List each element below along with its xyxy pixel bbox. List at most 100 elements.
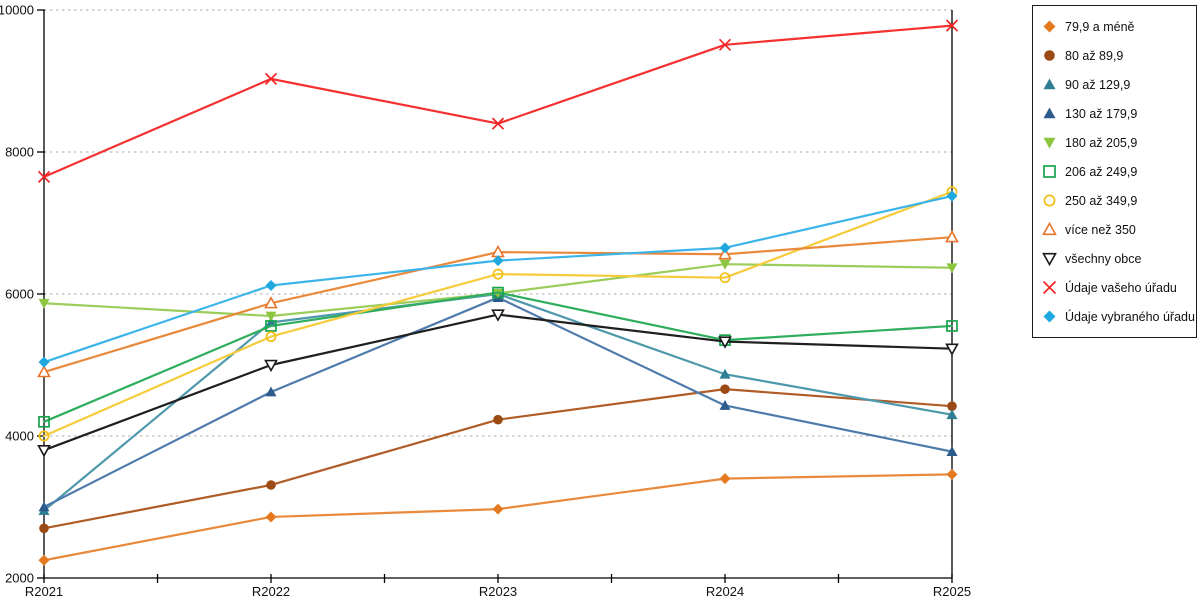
series-line — [42, 24, 954, 178]
series-3 — [38, 288, 958, 515]
series-marker-diamond — [946, 190, 958, 202]
series-marker-triangle-down — [1043, 137, 1056, 149]
series-marker-circle-open — [38, 430, 50, 442]
series-marker-diamond — [946, 468, 958, 480]
legend-item-label: 206 až 249,9 — [1065, 164, 1138, 179]
legend-marker-icon — [1044, 50, 1055, 61]
series-marker-triangle-up — [1043, 107, 1056, 119]
legend-marker-icon — [1043, 78, 1056, 90]
legend-item-label: 79,9 a méně — [1065, 19, 1135, 34]
series-line — [42, 473, 954, 562]
legend-item: 206 až 249,9 — [1042, 157, 1190, 186]
series-marker-triangle-up — [265, 386, 277, 397]
series-marker-triangle-down-open — [37, 444, 51, 458]
series-marker-triangle-down — [946, 263, 958, 274]
x-axis-label: R2021 — [25, 584, 63, 599]
series-marker-x — [491, 117, 505, 130]
series-marker-square-open — [38, 415, 50, 428]
series-marker-triangle-up — [38, 501, 50, 512]
legend-item: všechny obce — [1042, 244, 1190, 273]
series-marker-diamond — [492, 255, 504, 267]
legend-item: Údaje vašeho úřadu — [1042, 273, 1190, 302]
series-marker-triangle-up-open — [1042, 222, 1057, 236]
series-8 — [37, 230, 959, 378]
series-marker-diamond — [265, 511, 277, 523]
series-marker-diamond — [265, 279, 277, 291]
legend-marker-icon — [1042, 280, 1057, 295]
legend-marker-icon — [1043, 20, 1056, 33]
x-axis-label: R2022 — [252, 584, 290, 599]
series-marker-triangle-down-open — [718, 336, 732, 349]
series-marker-triangle-down-open — [264, 359, 278, 373]
series-marker-diamond — [38, 356, 50, 368]
series-marker-diamond — [492, 503, 504, 515]
series-marker-circle — [266, 480, 276, 490]
series-marker-triangle-up — [719, 368, 731, 379]
x-axis-label: R2024 — [706, 584, 744, 599]
series-marker-square-open — [492, 286, 504, 299]
series-marker-diamond — [719, 473, 731, 485]
legend-marker-icon — [1042, 222, 1057, 236]
series-marker-triangle-down — [719, 259, 731, 270]
series-marker-triangle-up-open — [718, 247, 732, 260]
series-marker-circle-open — [265, 331, 277, 343]
series-marker-circle — [720, 384, 730, 394]
legend-item: 250 až 349,9 — [1042, 186, 1190, 215]
series-marker-triangle-down-open — [1042, 252, 1057, 266]
gridlines — [44, 9, 952, 437]
series-line — [42, 291, 954, 423]
series-marker-diamond — [38, 554, 50, 566]
legend-item-label: 180 až 205,9 — [1065, 135, 1138, 150]
series-line — [42, 292, 954, 512]
series-marker-diamond — [1043, 20, 1056, 33]
series-marker-triangle-up-open — [264, 296, 278, 309]
legend-item: 80 až 89,9 — [1042, 41, 1190, 70]
series-marker-x — [945, 19, 959, 32]
series-marker-triangle-up-open — [945, 230, 959, 243]
legend-item: 90 až 129,9 — [1042, 70, 1190, 99]
series-marker-triangle-up — [946, 446, 958, 457]
series-marker-triangle-down-open — [491, 309, 505, 322]
y-axis-label: 4000 — [5, 429, 34, 444]
series-marker-triangle-up — [265, 316, 277, 327]
series-marker-circle-open — [719, 272, 731, 284]
series-9 — [37, 309, 959, 458]
legend-item-label: více než 350 — [1065, 222, 1136, 237]
series-11 — [38, 190, 958, 368]
legend-item: 180 až 205,9 — [1042, 128, 1190, 157]
y-axis-label: 6000 — [5, 287, 34, 302]
series-2 — [39, 384, 957, 534]
series-marker-x — [264, 72, 278, 85]
series-1 — [38, 468, 958, 566]
series-marker-diamond — [719, 242, 731, 254]
axes: 2000 4000 6000 8000 10000 R2021 R2022 R2023 R202… — [0, 3, 971, 600]
legend-item-label: 90 až 129,9 — [1065, 77, 1131, 92]
legend-item-label: 130 až 179,9 — [1065, 106, 1138, 121]
chart-legend: 79,9 a méně 80 až 89,9 90 až 129,9 130 a… — [1032, 5, 1197, 338]
series-line — [42, 296, 954, 509]
legend-item: 79,9 a méně — [1042, 12, 1190, 41]
legend-item: Údaje vybraného úřadu — [1042, 302, 1195, 331]
series-marker-x — [1042, 280, 1057, 295]
y-axis-label: 8000 — [5, 145, 34, 160]
series-marker-triangle-up-open — [37, 364, 51, 378]
series-marker-circle — [493, 414, 503, 425]
series-marker-square-open — [1043, 165, 1056, 178]
series-6 — [38, 286, 958, 428]
series-marker-triangle-up — [719, 399, 731, 410]
series-marker-triangle-up — [946, 409, 958, 420]
legend-marker-icon — [1043, 194, 1056, 207]
series-marker-triangle-down — [492, 288, 504, 299]
series-marker-circle-open — [1043, 194, 1056, 207]
series-marker-triangle-down — [38, 298, 50, 309]
series-10 — [37, 19, 959, 183]
legend-item: více než 350 — [1042, 215, 1190, 244]
legend-marker-icon — [1042, 252, 1057, 266]
legend-item-label: Údaje vybraného úřadu — [1065, 309, 1195, 324]
series-marker-x — [37, 170, 51, 183]
series-marker-circle-open — [492, 268, 504, 280]
series-marker-triangle-down-open — [945, 343, 959, 356]
legend-marker-icon — [1043, 137, 1056, 149]
